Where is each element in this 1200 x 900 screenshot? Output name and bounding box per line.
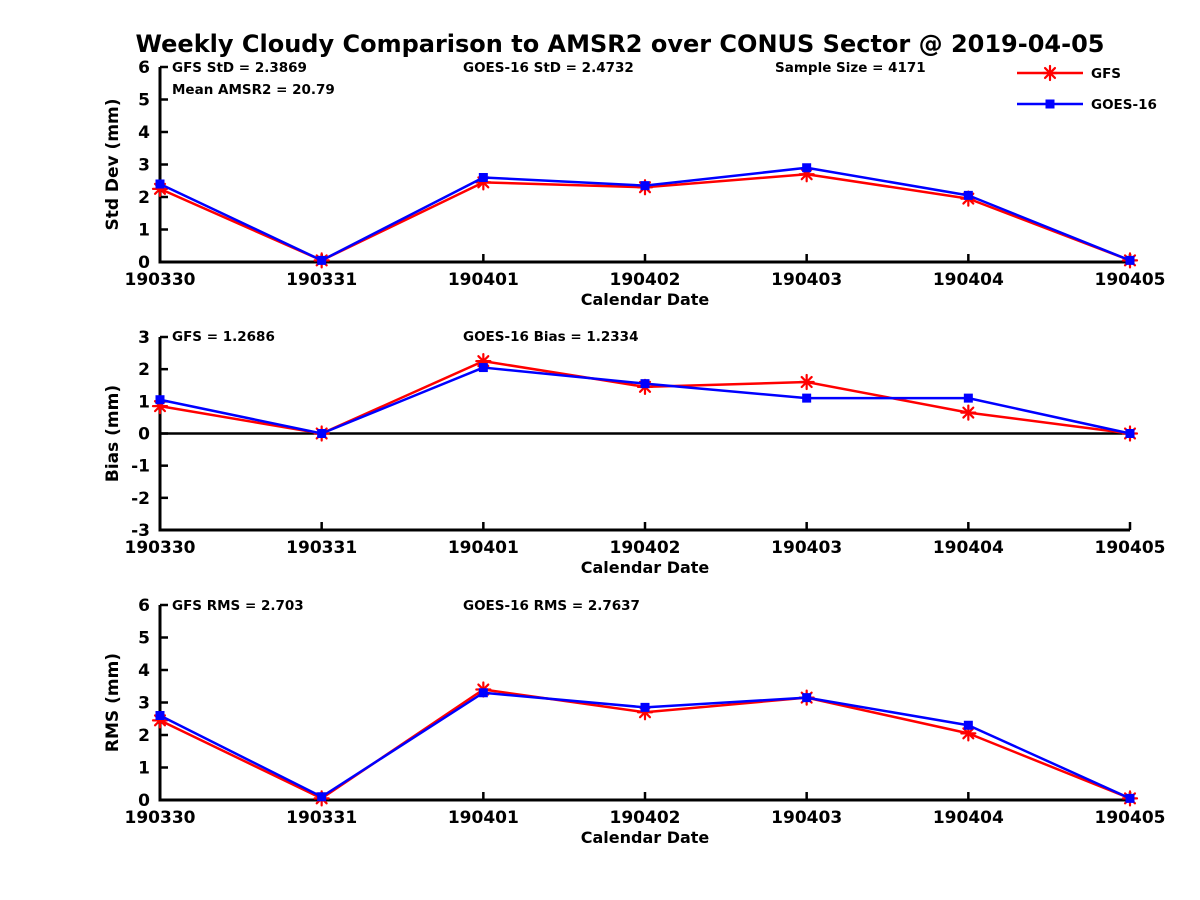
legend-label: GFS [1091, 66, 1121, 82]
x-tick-label: 190403 [771, 270, 842, 290]
y-tick-label: 3 [138, 156, 150, 176]
marker-square [963, 190, 973, 200]
annotation: GFS = 1.2686 [172, 329, 275, 345]
marker-square [155, 711, 165, 720]
y-tick-label: 6 [138, 58, 150, 78]
marker-square [802, 393, 812, 403]
legend: GFS GOES-16 [1017, 64, 1157, 113]
y-tick-label: 4 [138, 123, 150, 143]
x-tick-label: 190401 [448, 270, 519, 290]
marker-square [802, 163, 812, 173]
legend-label: GOES-16 [1091, 97, 1157, 113]
x-tick-label: 190405 [1095, 538, 1166, 558]
marker-square [640, 379, 650, 389]
y-tick-label: 4 [138, 661, 150, 681]
y-tick-label: 3 [138, 328, 150, 348]
y-tick-label: -1 [131, 457, 150, 477]
annotation: GOES-16 StD = 2.4732 [463, 60, 634, 76]
annotation: GOES-16 RMS = 2.7637 [463, 598, 640, 614]
marker-square [317, 255, 327, 265]
y-tick-label: 1 [138, 392, 150, 412]
annotation: GFS StD = 2.3869 [172, 60, 307, 76]
y-tick-label: 1 [138, 221, 150, 241]
x-axis-label: Calendar Date [581, 828, 710, 847]
marker-square [802, 693, 812, 703]
marker-square [1125, 255, 1135, 265]
marker-asterisk-spoke [800, 375, 813, 389]
x-tick-label: 190331 [286, 270, 357, 290]
y-tick-label: 2 [138, 726, 150, 746]
x-tick-label: 190330 [125, 538, 196, 558]
y-tick-label: 0 [138, 791, 150, 811]
marker-square [640, 702, 650, 712]
x-tick-label: 190404 [933, 270, 1004, 290]
y-axis-label: Std Dev (mm) [103, 98, 123, 230]
marker-square [317, 429, 327, 438]
x-tick-label: 190331 [286, 808, 357, 828]
x-tick-label: 190402 [610, 808, 681, 828]
x-tick-label: 190405 [1095, 270, 1166, 290]
subplot-bias: -3 -2 -1 0 1 2 3 190330 190331 190401 190402 190403… [103, 328, 1165, 577]
y-tick-label: 2 [138, 360, 150, 380]
y-axis-label: Bias (mm) [103, 385, 123, 482]
marker-square [963, 393, 973, 403]
marker-square [155, 395, 165, 405]
series-line-goes-16 [159, 366, 1131, 435]
x-tick-label: 190330 [125, 808, 196, 828]
x-tick-label: 190403 [771, 808, 842, 828]
x-axis-label: Calendar Date [581, 558, 710, 577]
marker-square [478, 688, 488, 698]
y-axis-label: RMS (mm) [103, 653, 123, 752]
marker-asterisk-spoke [962, 406, 975, 419]
annotation: GOES-16 Bias = 1.2334 [463, 329, 638, 345]
marker-square [963, 720, 973, 730]
y-tick-label: 6 [138, 596, 150, 616]
y-tick-label: 1 [138, 759, 150, 779]
y-tick-label: 5 [138, 629, 150, 649]
annotation: GFS RMS = 2.703 [172, 598, 304, 614]
x-tick-label: 190401 [448, 538, 519, 558]
marker-square [155, 179, 165, 189]
annotation: Sample Size = 4171 [775, 60, 926, 76]
marker-square [640, 181, 650, 191]
marker-square [317, 792, 327, 802]
marker-square [478, 173, 488, 182]
figure-title: Weekly Cloudy Comparison to AMSR2 over C… [135, 30, 1105, 58]
marker-square [478, 363, 488, 373]
marker-asterisk-spoke [1043, 66, 1057, 80]
marker-square [1125, 429, 1135, 438]
subplot-std: 0 1 2 3 4 5 6 190330 190331 190401 190402 190403 190… [103, 58, 1165, 309]
marker-square [1125, 793, 1135, 803]
y-tick-label: -2 [131, 489, 150, 509]
annotation: Mean AMSR2 = 20.79 [172, 82, 335, 98]
y-tick-label: -3 [131, 521, 150, 541]
subplot-rms: 0 1 2 3 4 5 6 190330 190331 190401 190402 190403 190… [103, 596, 1165, 847]
y-tick-label: 3 [138, 694, 150, 714]
x-tick-label: 190331 [286, 538, 357, 558]
x-tick-label: 190404 [933, 808, 1004, 828]
y-tick-label: 0 [138, 253, 150, 273]
marker-asterisk-spoke [962, 727, 975, 740]
x-tick-label: 190403 [771, 538, 842, 558]
x-tick-label: 190330 [125, 270, 196, 290]
x-tick-label: 190401 [448, 808, 519, 828]
series-line-gfs [159, 359, 1131, 435]
y-tick-label: 2 [138, 188, 150, 208]
marker-square [1045, 99, 1055, 109]
y-tick-label: 5 [138, 91, 150, 111]
y-tick-label: 0 [138, 425, 150, 445]
x-tick-label: 190404 [933, 538, 1004, 558]
x-tick-label: 190405 [1095, 808, 1166, 828]
x-axis-label: Calendar Date [581, 290, 710, 309]
x-tick-label: 190402 [610, 538, 681, 558]
x-tick-label: 190402 [610, 270, 681, 290]
